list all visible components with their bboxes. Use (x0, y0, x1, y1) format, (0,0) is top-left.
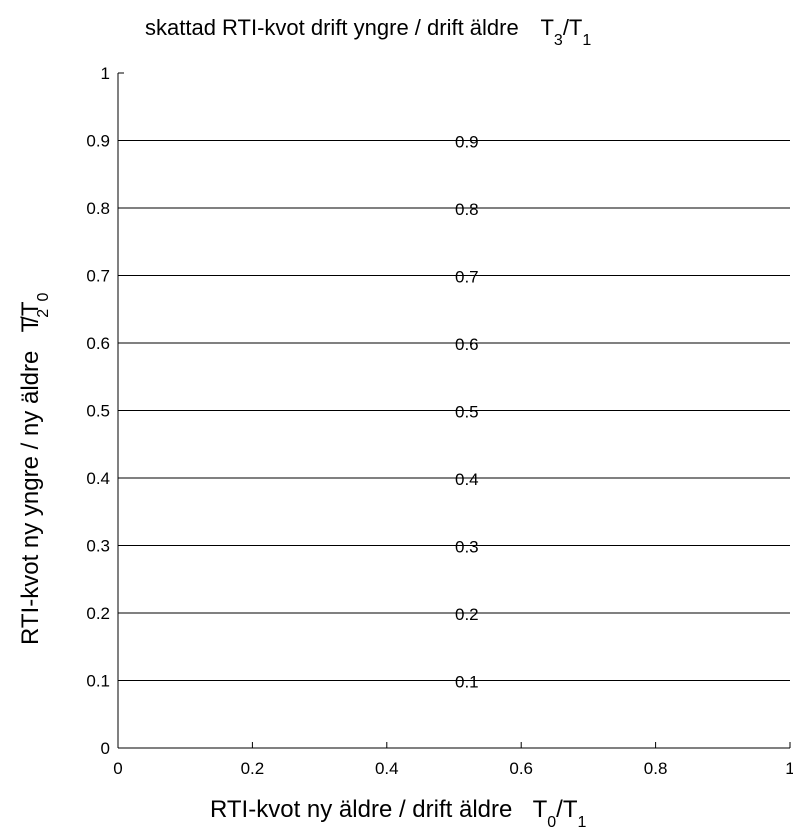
contour-label: 0.9 (455, 133, 479, 152)
y-tick-label: 0.1 (86, 672, 110, 691)
x-tick-label: 1 (785, 759, 793, 778)
y-tick-label: 0.2 (86, 604, 110, 623)
chart-title: skattad RTI-kvot drift yngre / drift äld… (145, 15, 591, 49)
chart-title-sub2: 1 (582, 32, 591, 49)
y-axis-label-main: RTI-kvot ny yngre / ny äldre (17, 351, 44, 645)
chart-title-sub1: 3 (554, 32, 563, 49)
contour-label: 0.6 (455, 335, 479, 354)
x-axis-label-sub1: 0 (547, 814, 556, 831)
tick-labels: 0 0.2 0.4 0.6 0.8 100.10.20.30.40.50.60.70.80… (86, 64, 793, 778)
x-axis-label-sep: /T (556, 796, 578, 823)
y-axis-label-sub2: 0 (35, 293, 52, 302)
x-tick-label: 0.6 (509, 759, 533, 778)
x-tick-label: 0.8 (644, 759, 668, 778)
contour-label: 0.5 (455, 403, 479, 422)
contour-label: 0.1 (455, 673, 479, 692)
y-tick-label: 0.7 (86, 267, 110, 286)
y-axis-label-sym1: T (17, 317, 44, 332)
x-axis-label: RTI-kvot ny äldre / drift äldre T0/T1 (210, 796, 586, 831)
contour-label: 0.2 (455, 605, 479, 624)
y-tick-label: 0.9 (86, 132, 110, 151)
chart-title-sym1: T (540, 15, 553, 40)
y-axis-label: RTI-kvot ny yngre / ny äldre T2/T0 (17, 293, 52, 645)
y-tick-label: 1 (101, 64, 110, 83)
x-axis-label-sub2: 1 (577, 814, 586, 831)
x-tick-label: 0.4 (375, 759, 399, 778)
x-axis-label-sym1: T (533, 796, 548, 823)
contour-lines: 0.1 0.2 0.3 0.4 0.5 0.6 0.7 0.8 0.9 (118, 133, 790, 692)
contour-label: 0.4 (455, 470, 479, 489)
y-tick-label: 0.6 (86, 334, 110, 353)
y-tick-label: 0.5 (86, 402, 110, 421)
contour-label: 0.8 (455, 200, 479, 219)
y-axis-label-sep: /T (17, 301, 44, 323)
chart-title-main: skattad RTI-kvot drift yngre / drift äld… (145, 15, 519, 40)
chart-title-sep: /T (563, 15, 583, 40)
x-tick-label: 0.2 (241, 759, 265, 778)
y-axis-label-sub1: 2 (35, 309, 52, 318)
y-tick-label: 0 (101, 739, 110, 758)
y-tick-label: 0.4 (86, 469, 110, 488)
contour-label: 0.7 (455, 268, 479, 287)
x-tick-label: 0 (113, 759, 122, 778)
y-tick-label: 0.8 (86, 199, 110, 218)
x-axis-label-main: RTI-kvot ny äldre / drift äldre (210, 796, 512, 823)
y-tick-label: 0.3 (86, 537, 110, 556)
contour-label: 0.3 (455, 538, 479, 557)
